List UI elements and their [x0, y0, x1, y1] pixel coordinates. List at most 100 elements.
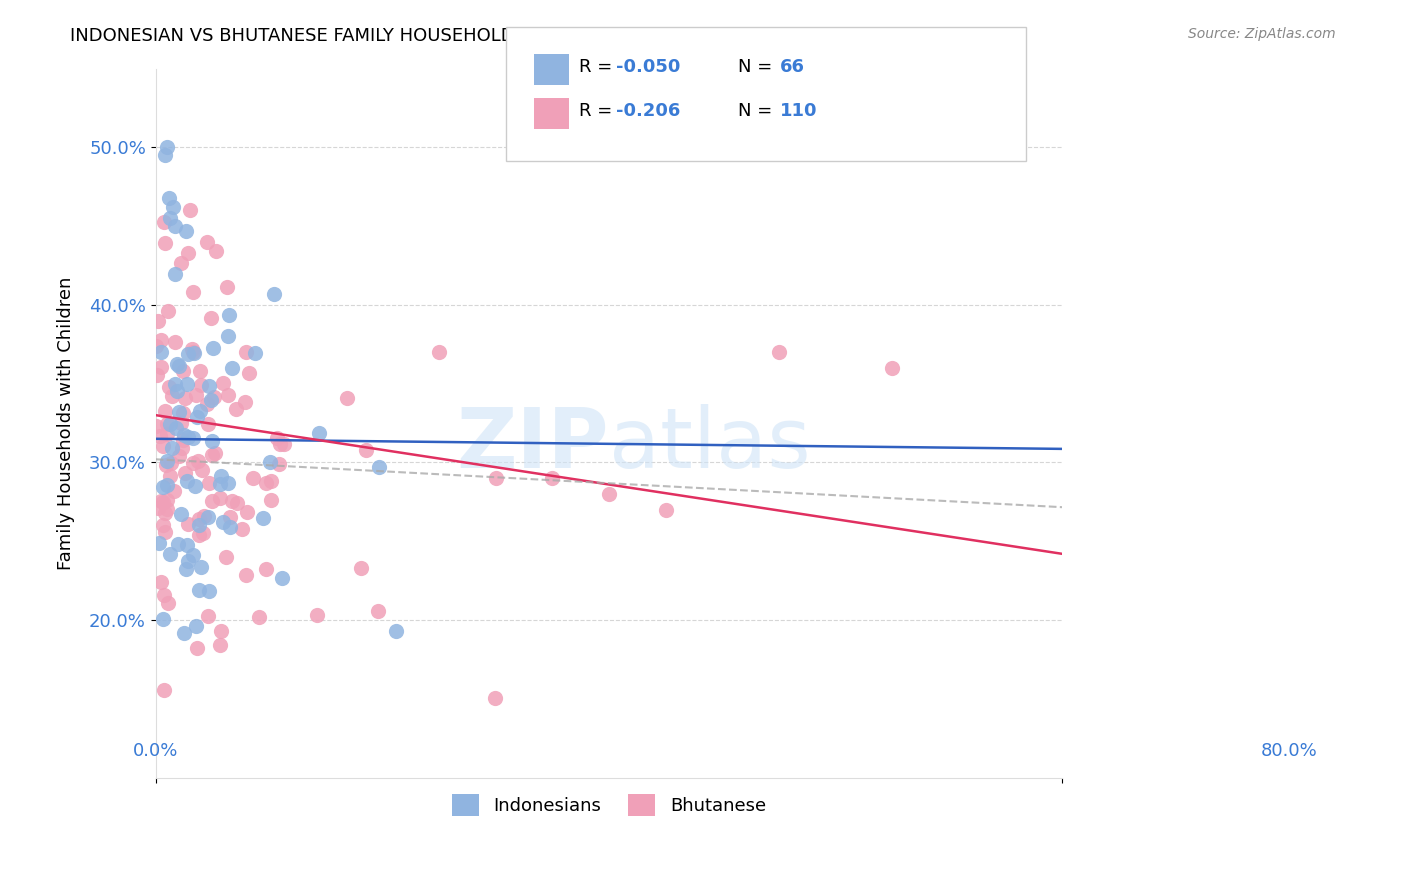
Point — [149, 429, 172, 443]
Point — [198, 379, 221, 393]
Point — [247, 610, 270, 624]
Point — [156, 492, 179, 507]
Point — [217, 280, 239, 294]
Point — [209, 468, 232, 483]
Point — [157, 596, 180, 610]
Point — [148, 536, 170, 550]
Point — [157, 303, 180, 318]
Point — [152, 517, 174, 532]
Point — [155, 458, 177, 473]
Point — [173, 626, 195, 640]
Point — [157, 191, 180, 205]
Point — [152, 495, 174, 509]
Point — [190, 559, 212, 574]
Point — [166, 357, 188, 371]
Text: N =: N = — [738, 103, 778, 120]
Point — [215, 550, 238, 565]
Point — [169, 405, 191, 419]
Point — [181, 456, 204, 470]
Point — [195, 396, 218, 410]
Point — [225, 401, 247, 416]
Text: -0.050: -0.050 — [616, 58, 681, 76]
Legend: Indonesians, Bhutanese: Indonesians, Bhutanese — [443, 785, 775, 825]
Point — [217, 476, 239, 491]
Point — [174, 467, 197, 481]
Point — [212, 515, 235, 529]
Point — [173, 428, 195, 442]
Point — [231, 522, 253, 536]
Point — [181, 285, 204, 299]
Point — [235, 568, 257, 582]
Point — [176, 538, 198, 552]
Point — [187, 518, 209, 533]
Point — [152, 439, 174, 453]
Point — [218, 520, 240, 534]
Point — [198, 584, 221, 599]
Point — [187, 583, 209, 598]
Text: 80.0%: 80.0% — [1260, 742, 1317, 760]
Text: R =: R = — [579, 58, 619, 76]
Text: INDONESIAN VS BHUTANESE FAMILY HOUSEHOLDS WITH CHILDREN CORRELATION CHART: INDONESIAN VS BHUTANESE FAMILY HOUSEHOLD… — [70, 27, 879, 45]
Point — [160, 442, 183, 456]
Point — [235, 345, 257, 359]
Point — [271, 571, 294, 585]
Point — [204, 445, 226, 459]
Point — [191, 463, 214, 477]
Y-axis label: Family Households with Children: Family Households with Children — [58, 277, 75, 570]
Point — [169, 417, 191, 431]
Point — [177, 246, 200, 260]
Point — [153, 588, 176, 602]
Point — [159, 417, 181, 432]
Point — [336, 391, 359, 405]
Point — [484, 471, 506, 485]
Point — [172, 363, 194, 377]
Point — [273, 437, 295, 451]
Point — [184, 619, 207, 633]
Point — [233, 395, 256, 409]
Point — [160, 456, 183, 470]
Point — [188, 404, 211, 418]
Text: 66: 66 — [780, 58, 806, 76]
Point — [145, 339, 167, 353]
Point — [150, 345, 173, 359]
Point — [193, 526, 215, 541]
Point — [179, 203, 201, 218]
Point — [427, 345, 450, 359]
Point — [170, 441, 193, 455]
Point — [183, 346, 205, 360]
Point — [260, 475, 283, 489]
Point — [153, 682, 176, 697]
Point — [197, 609, 219, 624]
Point — [598, 487, 620, 501]
Point — [367, 604, 389, 618]
Point — [186, 410, 208, 425]
Point — [150, 333, 173, 347]
Point — [384, 624, 406, 638]
Point — [204, 390, 226, 404]
Point — [217, 329, 239, 343]
Point — [169, 359, 191, 373]
Point — [209, 477, 232, 491]
Point — [201, 341, 224, 355]
Point — [174, 391, 197, 405]
Point — [177, 553, 200, 567]
Point — [156, 427, 179, 442]
Point — [188, 364, 211, 378]
Point — [186, 640, 208, 655]
Point — [197, 417, 219, 431]
Point — [165, 421, 187, 435]
Point — [152, 480, 174, 494]
Point — [211, 376, 233, 390]
Point — [242, 471, 264, 485]
Point — [368, 459, 391, 474]
Point — [266, 431, 288, 445]
Point — [155, 454, 177, 468]
Point — [156, 140, 179, 154]
Point — [190, 378, 212, 392]
Point — [197, 510, 219, 524]
Point — [146, 368, 169, 382]
Text: R =: R = — [579, 103, 619, 120]
Point — [174, 224, 197, 238]
Point — [254, 562, 277, 576]
Point — [307, 607, 329, 622]
